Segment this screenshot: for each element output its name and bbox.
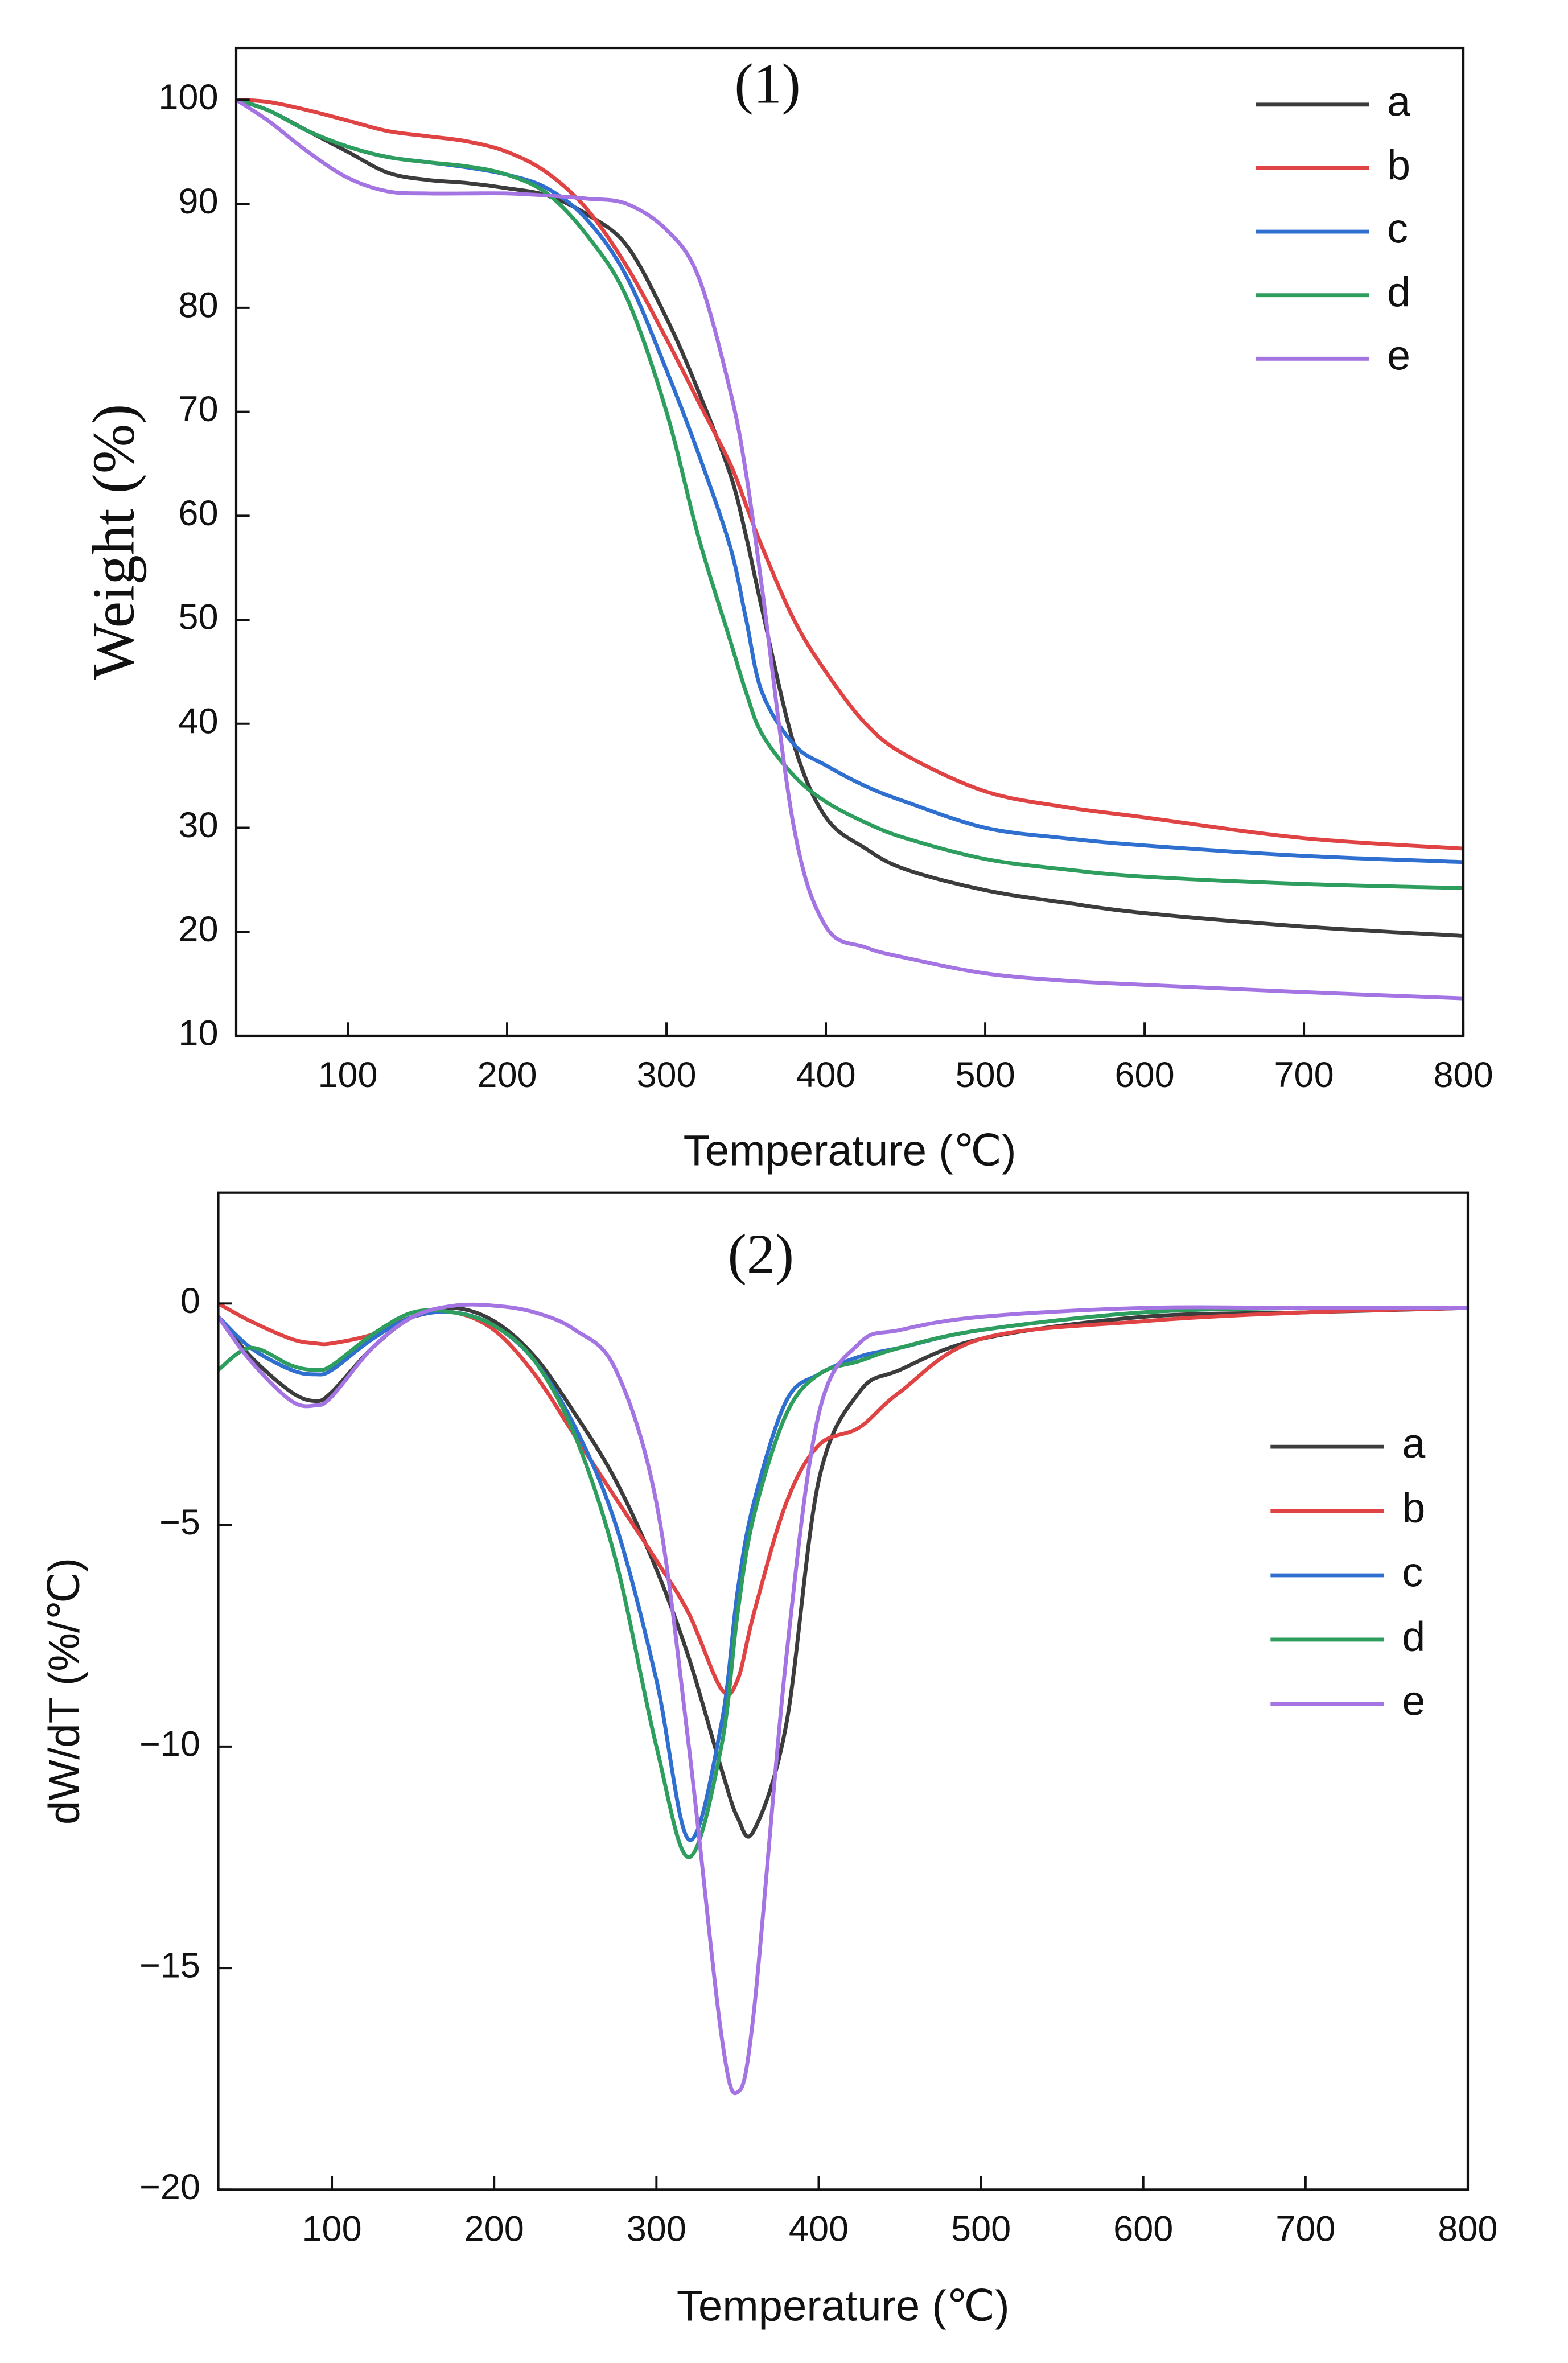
y-tick-label: 20 <box>178 909 218 949</box>
y-tick-label: 70 <box>178 389 218 429</box>
plot-frame <box>234 46 1465 1038</box>
legend-label: c <box>1402 1548 1423 1595</box>
y-tick-label: 60 <box>178 493 218 533</box>
legend-label: b <box>1402 1484 1425 1531</box>
x-tick-label: 200 <box>477 1055 537 1095</box>
x-tick-label: 100 <box>318 1055 377 1095</box>
legend-label: e <box>1387 332 1410 379</box>
legend-label: d <box>1387 268 1410 315</box>
chart-title: (2) <box>728 1222 794 1286</box>
x-tick-label: 400 <box>796 1055 855 1095</box>
y-tick-label: −20 <box>139 2167 200 2207</box>
chart-title: (1) <box>734 52 800 115</box>
legend-label: a <box>1387 77 1410 125</box>
y-tick-label: −5 <box>159 1502 200 1542</box>
data-line <box>235 98 1464 890</box>
plot-frame <box>217 1191 1470 2191</box>
x-tick-label: 500 <box>951 2209 1011 2249</box>
x-tick-label: 300 <box>636 1055 696 1095</box>
legend-label: e <box>1402 1677 1425 1724</box>
x-tick-label: 100 <box>302 2209 362 2249</box>
y-tick-label: −15 <box>139 1946 200 1986</box>
y-tick-label: 100 <box>158 77 218 117</box>
legend-label: a <box>1402 1420 1425 1467</box>
x-tick-label: 200 <box>464 2209 524 2249</box>
x-tick-label: 600 <box>1115 1055 1175 1095</box>
x-tick-label: 700 <box>1275 2209 1335 2249</box>
legend-label: b <box>1387 141 1410 188</box>
data-line <box>236 97 1464 851</box>
x-tick-label: 800 <box>1438 2209 1497 2249</box>
y-tick-label: 30 <box>178 805 218 845</box>
y-tick-label: −10 <box>139 1724 200 1764</box>
y-axis-label: Weight (%) <box>80 404 146 680</box>
y-tick-label: 40 <box>178 701 218 741</box>
data-line <box>235 98 1464 1001</box>
x-tick-label: 500 <box>955 1055 1015 1095</box>
y-tick-label: 90 <box>178 182 218 221</box>
y-tick-label: 50 <box>178 598 218 637</box>
y-tick-label: 10 <box>178 1014 218 1053</box>
x-tick-label: 400 <box>789 2209 849 2249</box>
data-line <box>217 1306 1468 1859</box>
data-line <box>235 98 1464 938</box>
legend-label: c <box>1387 204 1408 252</box>
x-axis-label: Temperature (℃) <box>677 2282 1010 2331</box>
x-tick-label: 800 <box>1434 1055 1493 1095</box>
legend-label: d <box>1402 1612 1425 1660</box>
y-axis-label: dW/dT (%/℃) <box>40 1558 88 1825</box>
data-line <box>216 1302 1468 2096</box>
y-tick-label: 0 <box>180 1281 200 1321</box>
y-tick-label: 80 <box>178 285 218 325</box>
x-axis-label: Temperature (℃) <box>684 1127 1016 1175</box>
x-tick-label: 700 <box>1274 1055 1334 1095</box>
x-tick-label: 600 <box>1113 2209 1173 2249</box>
x-tick-label: 300 <box>627 2209 686 2249</box>
